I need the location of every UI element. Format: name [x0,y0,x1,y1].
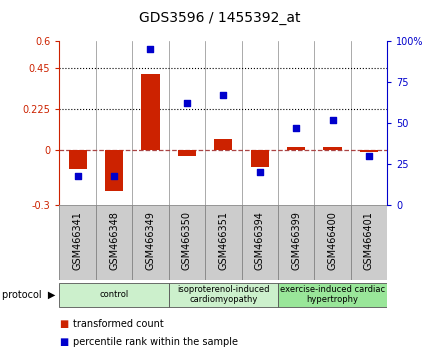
Bar [360,150,378,152]
FancyBboxPatch shape [205,205,242,280]
FancyBboxPatch shape [314,205,351,280]
FancyBboxPatch shape [169,205,205,280]
FancyBboxPatch shape [96,205,132,280]
Text: control: control [99,290,128,299]
Text: GSM466349: GSM466349 [146,211,155,270]
Text: GSM466348: GSM466348 [109,211,119,270]
FancyBboxPatch shape [242,205,278,280]
Text: GSM466400: GSM466400 [327,211,337,270]
Text: GSM466399: GSM466399 [291,211,301,270]
Point [74,173,81,178]
FancyBboxPatch shape [59,205,96,280]
Bar [178,150,196,156]
Text: protocol  ▶: protocol ▶ [2,290,55,300]
Point [110,173,117,178]
Text: GSM466350: GSM466350 [182,211,192,270]
Text: GDS3596 / 1455392_at: GDS3596 / 1455392_at [139,11,301,25]
Point [366,153,373,159]
Text: isoproterenol-induced
cardiomyopathy: isoproterenol-induced cardiomyopathy [177,285,270,304]
FancyBboxPatch shape [278,283,387,307]
Text: GSM466394: GSM466394 [255,211,265,270]
FancyBboxPatch shape [59,283,169,307]
Point [293,125,300,131]
Point [220,92,227,98]
FancyBboxPatch shape [278,205,314,280]
Text: ■: ■ [59,319,69,329]
Bar [251,150,269,167]
Text: GSM466401: GSM466401 [364,211,374,270]
Bar [323,147,342,150]
FancyBboxPatch shape [351,205,387,280]
Point [329,117,336,122]
Point [183,101,191,106]
Text: transformed count: transformed count [73,319,163,329]
Point [147,46,154,52]
Bar [214,139,232,150]
Text: ■: ■ [59,337,69,347]
Text: GSM466351: GSM466351 [218,211,228,270]
FancyBboxPatch shape [169,283,278,307]
Bar [141,74,160,150]
Text: GSM466341: GSM466341 [73,211,83,270]
Bar [287,147,305,150]
Point [256,170,263,175]
Bar [69,150,87,169]
Text: exercise-induced cardiac
hypertrophy: exercise-induced cardiac hypertrophy [280,285,385,304]
FancyBboxPatch shape [132,205,169,280]
Text: percentile rank within the sample: percentile rank within the sample [73,337,238,347]
Bar [105,150,123,191]
